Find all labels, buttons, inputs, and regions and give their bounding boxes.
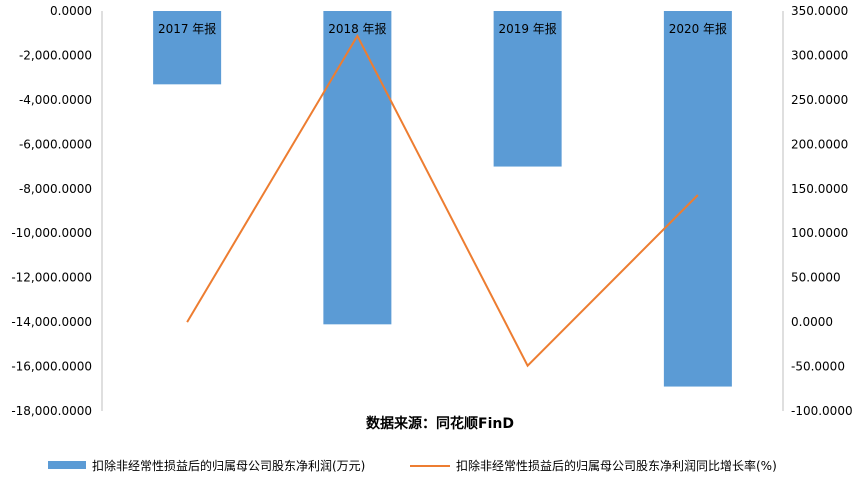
growth-line xyxy=(186,33,699,368)
legend-line-label: 扣除非经常性损益后的归属母公司股东净利润同比增长率(%) xyxy=(456,458,777,473)
left-axis-tick-label: -10,000.0000 xyxy=(11,226,92,240)
bar xyxy=(663,11,732,387)
bar xyxy=(153,11,222,85)
left-axis-tick-label: -16,000.0000 xyxy=(11,360,92,374)
right-axis-tick-label: 100.0000 xyxy=(791,226,848,240)
bar xyxy=(493,11,562,167)
source-note: 数据来源：同花顺FinD xyxy=(366,415,514,432)
right-axis-tick-labels: 350.0000 300.0000 250.0000 200.0000 150.0000… xyxy=(791,4,853,418)
right-axis-tick-label: 0.0000 xyxy=(791,315,833,329)
left-axis-tick-label: -18,000.0000 xyxy=(11,404,92,418)
left-axis-tick-label: -6,000.0000 xyxy=(19,137,92,151)
left-axis-tick-label: -8,000.0000 xyxy=(19,182,92,196)
right-axis-tick-label: -50.0000 xyxy=(791,360,845,374)
left-axis-tick-labels: 0.0000 -2,000.0000 -4,000.0000 -6,000.0000 -… xyxy=(11,4,92,418)
right-axis-tick-label: -100.0000 xyxy=(791,404,853,418)
legend-bar-swatch xyxy=(48,461,86,469)
category-label: 2019 年报 xyxy=(498,21,556,36)
right-axis-tick-label: 250.0000 xyxy=(791,93,848,107)
right-axis-tick-label: 300.0000 xyxy=(791,48,848,62)
left-axis-tick-label: -4,000.0000 xyxy=(19,93,92,107)
right-axis-tick-label: 200.0000 xyxy=(791,137,848,151)
left-axis-tick-label: -12,000.0000 xyxy=(11,271,92,285)
category-label: 2018 年报 xyxy=(328,21,386,36)
bar-series xyxy=(153,11,732,387)
category-label: 2020 年报 xyxy=(669,21,727,36)
category-label: 2017 年报 xyxy=(158,21,216,36)
right-axis-tick-label: 150.0000 xyxy=(791,182,848,196)
category-labels: 2017 年报 2018 年报 2019 年报 2020 年报 xyxy=(158,21,727,36)
right-axis-tick-label: 350.0000 xyxy=(791,4,848,18)
legend-bar-label: 扣除非经常性损益后的归属母公司股东净利润(万元) xyxy=(92,458,365,473)
left-axis-tick-label: -14,000.0000 xyxy=(11,315,92,329)
left-axis-tick-label: -2,000.0000 xyxy=(19,48,92,62)
right-axis-tick-label: 50.0000 xyxy=(791,271,841,285)
left-axis-tick-label: 0.0000 xyxy=(50,4,92,18)
bar xyxy=(323,11,392,325)
